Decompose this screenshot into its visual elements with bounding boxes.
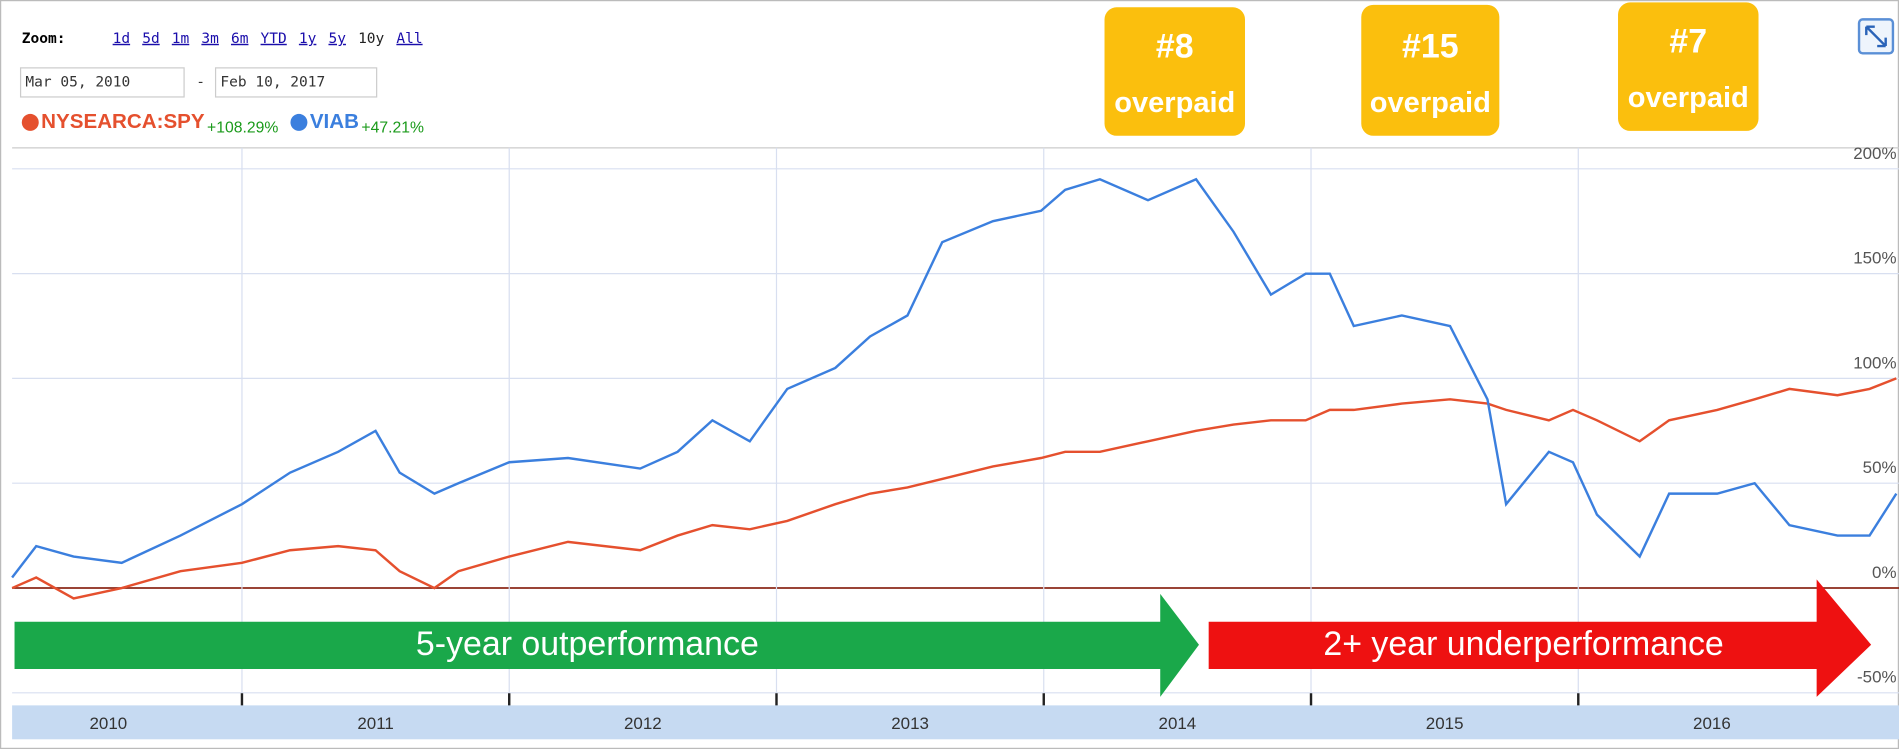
zoom-option[interactable]: 5y: [328, 31, 346, 47]
y-tick-label: 150%: [1853, 249, 1896, 268]
x-tick-label: 2016: [1693, 714, 1731, 733]
zoom-option[interactable]: 1y: [299, 31, 317, 47]
grid: -50% 0% 50% 100% 150% 200%: [12, 144, 1899, 706]
x-tick-label: 2012: [624, 714, 662, 733]
arrow-label: 5-year outperformance: [416, 625, 759, 663]
x-tick-label: 2011: [357, 714, 393, 733]
arrow-shape: [1208, 579, 1872, 697]
zoom-option[interactable]: All: [396, 31, 422, 47]
series-line: [11, 177, 1898, 579]
y-tick-label: 0%: [1872, 563, 1897, 582]
annotation-text: overpaid: [1370, 87, 1491, 119]
legend-marker: [290, 113, 308, 131]
annotation-rank: #15: [1402, 27, 1459, 65]
annotation-box: [1104, 7, 1246, 136]
annotation-rank: #7: [1669, 23, 1707, 61]
x-tick-label: 2013: [891, 714, 929, 733]
x-axis: 2010 2011 2012 2013 2014 2015 2016: [89, 693, 1731, 733]
zoom-option[interactable]: 1d: [113, 31, 130, 47]
date-to[interactable]: Feb 10, 2017: [220, 74, 325, 90]
date-from[interactable]: Mar 05, 2010: [25, 74, 130, 90]
zoom-label: Zoom:: [22, 31, 66, 47]
legend-name: VIAB: [310, 110, 359, 133]
annotation-text: overpaid: [1114, 87, 1235, 119]
legend: NYSEARCA:SPY +108.29% VIAB +47.21%: [21, 110, 424, 137]
expand-button[interactable]: [1857, 18, 1895, 55]
legend-marker: [21, 113, 39, 131]
x-axis-band: [12, 705, 1899, 740]
arrows: 5-year outperformance 2+ year underperfo…: [14, 579, 1872, 697]
lines: [11, 177, 1898, 600]
zoom-bar: Zoom: 1d 5d 1m 3m 6m YTD 1y 5y 10y All: [22, 31, 423, 47]
zoom-option[interactable]: 6m: [231, 31, 249, 47]
date-to-box[interactable]: [214, 67, 378, 98]
x-tick-label: 2015: [1426, 714, 1464, 733]
y-tick-label: 50%: [1863, 458, 1897, 477]
y-tick-label: 200%: [1853, 144, 1896, 163]
series-line: [11, 377, 1897, 600]
y-tick-label: 100%: [1853, 353, 1896, 372]
annotation-box: [1618, 2, 1759, 131]
zoom-option[interactable]: 10y: [358, 31, 384, 47]
legend-name: NYSEARCA:SPY: [41, 110, 205, 133]
zoom-option[interactable]: YTD: [261, 31, 287, 47]
x-tick-label: 2010: [89, 714, 127, 733]
date-separator: -: [196, 74, 205, 90]
zoom-option[interactable]: 3m: [201, 31, 219, 47]
annotations: #8 overpaid #15 overpaid #7 overpaid: [1104, 2, 1759, 136]
zoom-option[interactable]: 1m: [172, 31, 190, 47]
date-from-box[interactable]: [19, 67, 185, 98]
arrow-shape: [14, 593, 1199, 697]
expand-glyph[interactable]: [1865, 25, 1887, 48]
annotation-box: [1361, 4, 1500, 136]
arrow-label: 2+ year underperformance: [1323, 625, 1723, 663]
annotation-rank: #8: [1156, 27, 1194, 65]
x-tick-label: 2014: [1159, 714, 1197, 733]
zoom-option[interactable]: 5d: [142, 31, 159, 47]
legend-change: +47.21%: [361, 120, 424, 137]
legend-change: +108.29%: [207, 120, 278, 137]
y-tick-label: -50%: [1857, 668, 1897, 687]
annotation-text: overpaid: [1628, 82, 1749, 114]
